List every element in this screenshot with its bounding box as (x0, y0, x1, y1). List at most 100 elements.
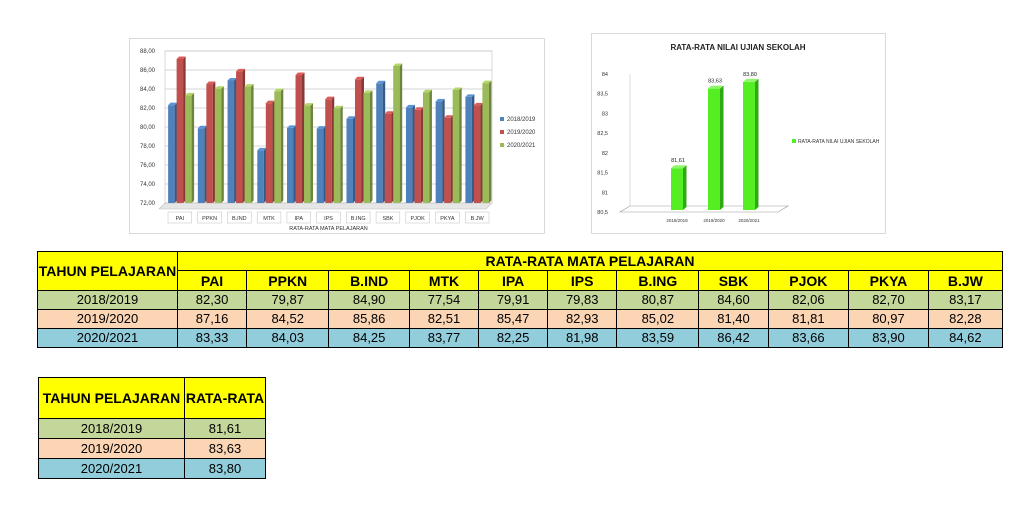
score-cell: 85,47 (478, 309, 549, 329)
bar-top (376, 80, 386, 84)
subject-header: SBK (698, 270, 769, 291)
bar-2019/2020-IPS (325, 99, 332, 203)
subject-header: PJOK (767, 270, 850, 291)
score-cell: 84,60 (698, 290, 769, 310)
bar-top (325, 96, 335, 100)
bar-top (473, 102, 483, 106)
score-cell: 80,97 (848, 309, 929, 329)
table-row: 2019/2020 87,16 84,52 85,86 82,51 85,47 82,93 8… (37, 309, 1004, 329)
bar-top (452, 87, 462, 90)
bar-side (242, 68, 246, 203)
bar-2018/2019-SBK (376, 83, 383, 203)
plot-floor (618, 205, 790, 213)
y-tick-label: 84,00 (140, 87, 156, 93)
table-row: 2018/2019 81,61 (38, 418, 266, 439)
score-cell: 79,91 (478, 290, 549, 310)
bar-side (420, 107, 424, 203)
bar-top (346, 116, 356, 119)
category-box (286, 211, 311, 224)
legend-label: 2019/2020 (507, 130, 536, 136)
bar-top (708, 85, 724, 89)
bar-top (244, 84, 254, 87)
score-cell: 80,87 (616, 290, 700, 310)
bar-2020/2021 (743, 81, 755, 210)
average-cell: 83,80 (184, 458, 266, 479)
bar-2020/2021-B.IND (244, 86, 252, 203)
data-label: 83,80 (743, 72, 757, 78)
bar-side (480, 102, 483, 203)
bar-side (221, 86, 224, 203)
bar-top (257, 147, 267, 151)
year-cell: 2018/2019 (38, 418, 185, 439)
bar-2018/2019-B.ING (346, 118, 353, 203)
y-tick-label: 80,5 (597, 210, 608, 216)
bar-side (442, 98, 445, 203)
score-cell: 82,70 (848, 290, 929, 310)
exam-average-chart: RATA-RATA NILAI UJIAN SEKOLAH 80,5 81 81,5 8… (591, 33, 886, 234)
bar-side (450, 115, 454, 203)
bar-2020/2021-PKYA (452, 89, 460, 203)
score-cell: 84,62 (927, 328, 1004, 348)
legend-swatch (500, 143, 504, 147)
data-label: 81,61 (671, 158, 685, 164)
score-cell: 82,28 (927, 309, 1004, 329)
bar-side (183, 56, 186, 204)
bar-side (191, 92, 195, 203)
score-cell: 83,77 (408, 328, 480, 348)
year-column-header: TAHUN PELAJARAN (37, 251, 178, 291)
y-tick-label: 88,00 (140, 49, 156, 55)
score-cell: 84,52 (246, 309, 330, 329)
bar-top (214, 86, 224, 89)
score-cell: 81,98 (547, 328, 618, 348)
x-tick-label: B.JW (471, 216, 485, 222)
category-box (167, 211, 192, 224)
subject-average-table: TAHUN PELAJARAN RATA-RATA MATA PELAJARAN… (37, 251, 1004, 348)
score-cell: 83,59 (616, 328, 700, 348)
x-axis-label: RATA-RATA MATA PELAJARAN (289, 226, 368, 232)
bar-2020/2021-PPKN (214, 88, 222, 203)
subject-header: IPA (478, 270, 549, 291)
table-row: 2020/2021 83,33 84,03 84,25 83,77 82,25 81,98 8… (37, 328, 1004, 348)
x-tick-label: B.IND (232, 216, 247, 222)
score-cell: 82,25 (478, 328, 549, 348)
bar-top (384, 111, 394, 114)
category-box (435, 211, 460, 224)
bar-top (316, 126, 326, 129)
bar-top (405, 104, 415, 108)
score-cell: 84,25 (328, 328, 410, 348)
table-row: 2019/2020 83,63 (38, 438, 266, 459)
bar-side (331, 96, 335, 203)
y-tick-label: 74,00 (140, 182, 156, 188)
bar-side (174, 102, 178, 203)
legend-label: RATA-RATA NILAI UJIAN SEKOLAH (798, 139, 880, 145)
bar-2020/2021-PAI (185, 95, 192, 203)
subject-header: PPKN (246, 270, 330, 291)
bar-top (422, 89, 432, 93)
bar-side (683, 165, 687, 210)
y-tick-label: 82 (602, 151, 608, 157)
score-cell: 77,54 (408, 290, 480, 310)
bar-side (382, 80, 386, 203)
x-tick-label: IPA (295, 216, 304, 222)
bar-top (206, 81, 216, 85)
score-cell: 87,16 (176, 309, 248, 329)
bar-side (302, 72, 305, 203)
y-tick-label: 82,5 (597, 131, 608, 137)
bar-top (393, 63, 403, 67)
bar-2019/2020-MTK (265, 103, 273, 203)
exam-average-chart-svg: RATA-RATA NILAI UJIAN SEKOLAH 80,5 81 81,5 8… (597, 43, 880, 223)
exam-average-table: TAHUN PELAJARAN RATA-RATA 2018/2019 81,61… (38, 377, 266, 479)
y-tick-label: 83 (602, 111, 608, 117)
year-cell: 2020/2021 (38, 458, 185, 479)
subject-header-row: PAI PPKN B.IND MTK IPA IPS B.ING SBK PJOK PKYA B.J… (38, 270, 1004, 291)
category-box (375, 211, 401, 224)
bar-top (265, 100, 275, 104)
category-box (346, 211, 371, 224)
score-cell: 86,42 (698, 328, 769, 348)
subject-header: B.JW (927, 270, 1004, 291)
bar-2020/2021-SBK (393, 66, 400, 203)
x-tick-label: MTK (263, 216, 275, 222)
plot-floor (158, 202, 493, 210)
bar-2018/2019-PKYA (435, 101, 443, 203)
avg-value-column-header: RATA-RATA (184, 377, 266, 419)
